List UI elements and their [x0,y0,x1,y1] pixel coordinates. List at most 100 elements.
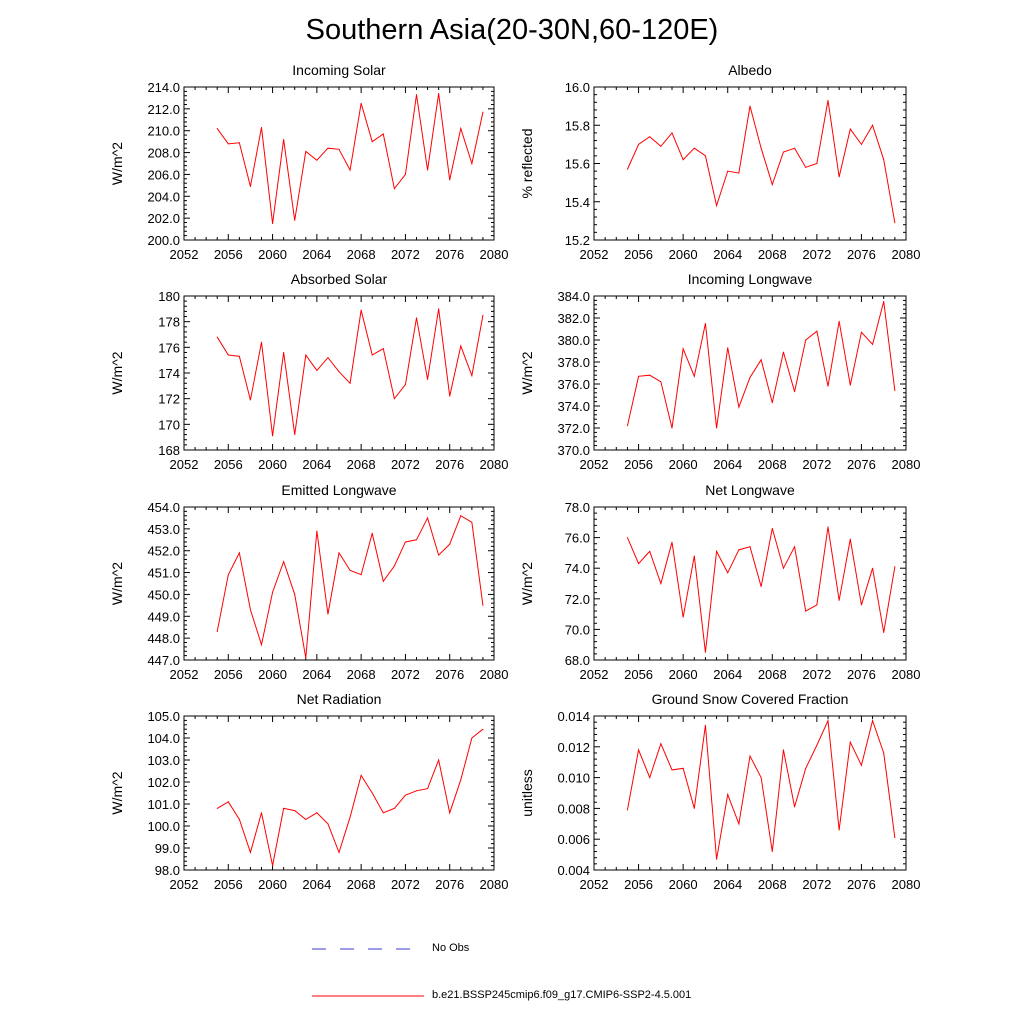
chart-incoming-solar-series-line [216,93,484,224]
chart-net-longwave-data-point [838,599,840,601]
chart-incoming-longwave-data-point [649,374,651,376]
chart-net-radiation-y-tick-label: 102.0 [147,775,180,790]
chart-ground-snow-covered-fraction-data-point [638,749,640,751]
chart-absorbed-solar-data-point [393,398,395,400]
chart-net-longwave-data-point [660,583,662,584]
chart-ground-snow-covered-fraction-data-point [704,724,706,726]
chart-emitted-longwave-data-point [349,569,351,571]
chart-absorbed-solar-data-point [360,309,362,311]
chart-net-radiation: 2052 2056 2060 2064 2068 2072 2076 2080 98.0 99.0… [109,691,508,892]
chart-net-longwave-series-line [626,526,896,653]
chart-emitted-longwave-data-point [272,591,274,593]
legend-model-label: b.e21.BSSP245cmip6.f09_g17.CMIP6-SSP2-4.… [432,989,692,1001]
chart-incoming-longwave-data-point [894,390,896,392]
chart-emitted-longwave-data-point [305,657,307,659]
chart-albedo-data-point [671,132,673,134]
chart-absorbed-solar-data-point [338,371,340,373]
chart-absorbed-solar-data-point [227,354,229,356]
chart-absorbed-solar-x-tick-label: 2076 [435,457,464,472]
chart-ground-snow-covered-fraction-data-point [727,794,729,796]
chart-net-radiation-y-tick-label: 104.0 [147,731,180,746]
chart-emitted-longwave-data-point [216,631,218,633]
chart-absorbed-solar-data-point [416,317,417,319]
chart-ground-snow-covered-fraction-frame [593,715,907,871]
chart-emitted-longwave-data-point [393,565,395,567]
chart-absorbed-solar-x-tick-label: 2052 [170,457,199,472]
chart-net-longwave-data-point [626,537,628,539]
chart-incoming-solar-data-point [416,94,417,96]
chart-incoming-longwave-y-tick-label: 378.0 [557,355,590,370]
chart-albedo-data-point [738,172,740,174]
chart-net-radiation-data-point [272,865,274,867]
chart-albedo-data-point [860,143,862,145]
chart-absorbed-solar-title: Absorbed Solar [291,271,388,287]
chart-emitted-longwave-data-point [249,609,251,611]
chart-albedo-title: Albedo [728,62,772,78]
chart-incoming-longwave-y-tick-label: 370.0 [557,443,590,458]
chart-net-longwave-x-tick-label: 2060 [669,667,698,682]
chart-net-longwave-data-point [638,563,640,565]
chart-net-longwave-data-point [704,651,706,653]
chart-ground-snow-covered-fraction-y-tick-label: 0.008 [557,801,590,816]
chart-incoming-longwave-x-tick-label: 2064 [713,457,742,472]
chart-albedo-y-tick-label: 15.2 [565,233,590,248]
chart-emitted-longwave-data-point [294,593,296,595]
chart-incoming-solar-data-point [404,173,406,175]
chart-emitted-longwave-x-tick-label: 2072 [391,667,420,682]
chart-incoming-longwave-x-tick-label: 2056 [624,457,653,472]
chart-incoming-solar-data-point [349,169,351,171]
chart-albedo-data-point [749,105,751,107]
chart-net-radiation-x-tick-label: 2076 [435,877,464,892]
chart-absorbed-solar-data-point [272,435,274,437]
chart-net-radiation-x-tick-label: 2072 [391,877,420,892]
chart-absorbed-solar-data-point [249,399,251,401]
chart-emitted-longwave-title: Emitted Longwave [281,482,396,498]
chart-incoming-solar-title: Incoming Solar [292,62,386,78]
chart-absorbed-solar-data-point [404,384,406,386]
chart-ground-snow-covered-fraction-data-point [760,777,762,779]
chart-net-radiation-x-tick-label: 2052 [170,877,199,892]
chart-ground-snow-covered-fraction-data-point [782,749,784,751]
chart-albedo-data-point [727,170,729,172]
chart-net-radiation-x-tick-label: 2080 [480,877,509,892]
chart-incoming-longwave-data-point [782,351,784,353]
chart-ground-snow-covered-fraction-x-tick-label: 2080 [892,877,921,892]
chart-emitted-longwave-frame [183,506,495,661]
chart-net-longwave-y-axis-label: W/m^2 [519,562,535,605]
chart-incoming-longwave-frame [593,295,907,451]
chart-incoming-longwave-data-point [704,323,706,324]
chart-net-longwave-x-tick-label: 2080 [892,667,921,682]
chart-albedo-x-tick-label: 2056 [624,247,653,262]
chart-ground-snow-covered-fraction-data-point [816,744,818,746]
chart-net-radiation-y-tick-label: 103.0 [147,753,180,768]
chart-albedo-y-axis-label: % reflected [519,128,535,198]
chart-emitted-longwave-x-tick-label: 2056 [214,667,243,682]
chart-incoming-solar-x-tick-label: 2068 [347,247,376,262]
chart-incoming-longwave-title: Incoming Longwave [688,271,813,287]
chart-incoming-longwave-data-point [727,347,729,349]
chart-net-radiation-y-tick-label: 98.0 [155,863,180,878]
chart-net-radiation-data-point [283,807,285,809]
chart-incoming-solar-x-tick-label: 2056 [214,247,243,262]
chart-absorbed-solar-data-point [327,357,329,359]
chart-incoming-solar-y-tick-label: 214.0 [147,80,180,95]
chart-incoming-solar-y-tick-label: 204.0 [147,189,180,204]
chart-incoming-solar-x-tick-label: 2076 [435,247,464,262]
chart-emitted-longwave-x-tick-label: 2064 [302,667,331,682]
chart-net-radiation-x-tick-label: 2056 [214,877,243,892]
chart-net-longwave-frame [593,506,907,661]
chart-ground-snow-covered-fraction-x-tick-label: 2072 [802,877,831,892]
chart-absorbed-solar-y-axis-label: W/m^2 [109,351,125,394]
chart-emitted-longwave-data-point [283,561,285,563]
chart-incoming-longwave-data-point [638,375,640,377]
chart-incoming-solar-y-tick-label: 208.0 [147,146,180,161]
chart-incoming-longwave-x-tick-label: 2068 [758,457,787,472]
chart-net-longwave-data-point [649,550,651,552]
chart-incoming-longwave-data-point [760,359,762,361]
chart-incoming-solar-y-tick-label: 206.0 [147,167,180,182]
chart-absorbed-solar-data-point [449,395,451,397]
chart-net-longwave-data-point [771,527,773,529]
chart-absorbed-solar-data-point [382,348,384,350]
chart-albedo: 2052 2056 2060 2064 2068 2072 2076 2080 15.2 15.4… [519,62,920,262]
chart-incoming-solar-x-tick-label: 2060 [258,247,287,262]
